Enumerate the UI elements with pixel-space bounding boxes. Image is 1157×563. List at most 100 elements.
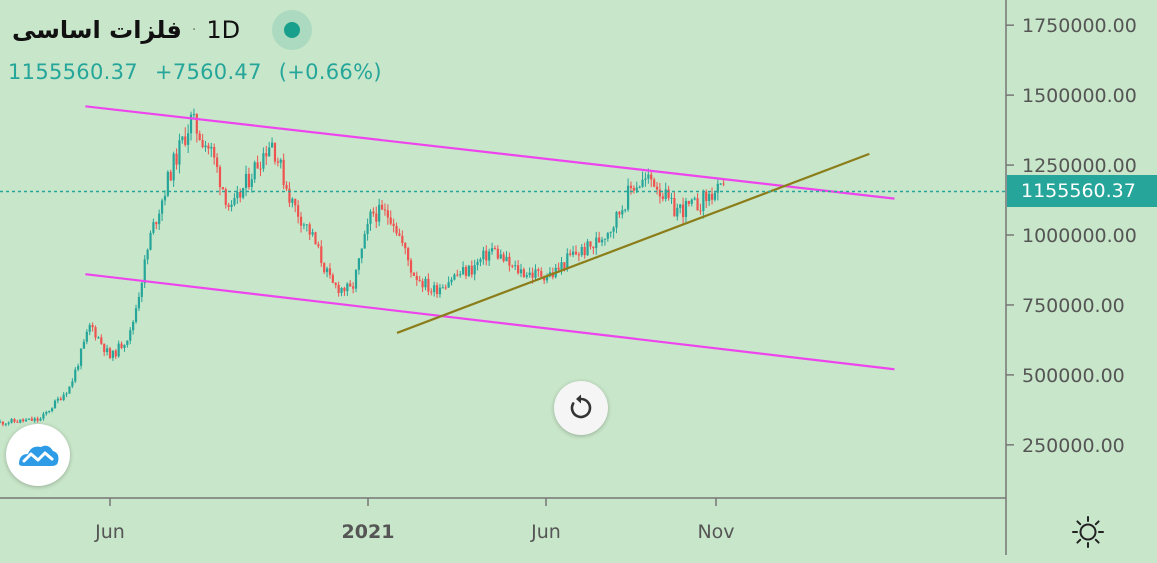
candle-body bbox=[224, 189, 227, 205]
candle-body bbox=[82, 341, 86, 349]
candle-body bbox=[282, 159, 285, 186]
candle-body bbox=[198, 133, 201, 141]
symbol-name[interactable]: فلزات اساسی bbox=[12, 16, 182, 44]
candle-body bbox=[337, 284, 340, 294]
candle-body bbox=[444, 287, 447, 289]
candle-body bbox=[207, 145, 210, 149]
candle-body bbox=[328, 268, 332, 276]
candle-body bbox=[641, 179, 644, 187]
candle-body bbox=[557, 267, 560, 270]
settings-button[interactable] bbox=[1066, 512, 1110, 552]
candle-body bbox=[10, 419, 13, 423]
tradingview-logo-icon bbox=[19, 445, 59, 466]
candle-body bbox=[346, 283, 349, 292]
candle-body bbox=[314, 232, 317, 245]
candle-body bbox=[508, 256, 511, 266]
candle-body bbox=[560, 262, 563, 270]
candle-body bbox=[242, 188, 245, 198]
header-separator: · bbox=[191, 22, 197, 38]
candle-body bbox=[325, 268, 329, 273]
last-price: 1155560.37 bbox=[8, 60, 138, 84]
candle-body bbox=[401, 235, 404, 244]
candle-body bbox=[187, 133, 190, 145]
candle-body bbox=[505, 256, 508, 262]
candle-body bbox=[19, 419, 22, 423]
candle-body bbox=[152, 222, 155, 233]
candle-body bbox=[716, 183, 719, 193]
candle-body bbox=[459, 274, 462, 276]
candle-body bbox=[409, 260, 413, 273]
candle-body bbox=[143, 259, 146, 283]
candle-body bbox=[71, 381, 74, 387]
y-tick-label: 500000.00 bbox=[1022, 365, 1125, 387]
candle-body bbox=[285, 185, 288, 189]
candle-body bbox=[430, 291, 433, 293]
candle-body bbox=[114, 350, 117, 357]
status-dot-icon bbox=[284, 22, 301, 38]
candle-body bbox=[111, 350, 114, 358]
candle-body bbox=[667, 189, 670, 199]
candle-body bbox=[45, 412, 48, 414]
candle-body bbox=[653, 179, 656, 187]
candle-body bbox=[146, 249, 149, 260]
candle-body bbox=[210, 146, 213, 149]
candle-body bbox=[525, 275, 528, 277]
candle-body bbox=[62, 394, 65, 401]
candle-body bbox=[268, 147, 271, 157]
x-tick-label: Jun bbox=[94, 521, 125, 543]
candle-body bbox=[288, 188, 291, 203]
candle-body bbox=[163, 195, 167, 201]
candle-body bbox=[53, 400, 57, 409]
candle-body bbox=[317, 244, 320, 247]
candle-body bbox=[473, 265, 476, 275]
quote-line: 1155560.37 +7560.47 (+0.66%) bbox=[8, 60, 392, 84]
candle-body bbox=[230, 204, 233, 207]
candle-body bbox=[705, 191, 708, 202]
y-axis: 1750000.00 1500000.00 1250000.00 1000000.00… bbox=[1006, 15, 1137, 457]
candle-body bbox=[172, 153, 175, 181]
candle-body bbox=[68, 386, 71, 394]
candle-body bbox=[27, 418, 31, 420]
candle-body bbox=[7, 422, 10, 424]
candle-body bbox=[661, 196, 664, 199]
candle-body bbox=[13, 419, 16, 422]
candle-body bbox=[586, 241, 589, 256]
candle-body bbox=[563, 262, 566, 269]
candle-body bbox=[155, 222, 158, 225]
reset-chart-button[interactable] bbox=[554, 381, 608, 435]
candle-body bbox=[710, 193, 714, 200]
candle-body bbox=[583, 246, 586, 256]
candle-body bbox=[256, 162, 259, 169]
candle-body bbox=[502, 254, 505, 262]
candle-body bbox=[493, 248, 497, 250]
candle-body bbox=[166, 171, 169, 196]
candle-body bbox=[323, 262, 326, 273]
candle-body bbox=[74, 369, 77, 382]
interval-label[interactable]: 1D bbox=[206, 16, 241, 44]
candle-body bbox=[94, 327, 97, 338]
candle-body bbox=[279, 159, 282, 163]
candle-body bbox=[719, 183, 722, 185]
candle-body bbox=[511, 265, 514, 267]
candle-body bbox=[299, 216, 303, 226]
candle-body bbox=[569, 253, 572, 255]
candle-body bbox=[647, 174, 650, 179]
candle-body bbox=[360, 248, 363, 259]
tradingview-logo-button[interactable] bbox=[6, 424, 70, 486]
candle-body bbox=[464, 267, 468, 276]
candle-body bbox=[42, 413, 45, 419]
candle-body bbox=[117, 343, 120, 357]
drawing-layer[interactable] bbox=[85, 105, 895, 371]
candle-body bbox=[244, 173, 248, 189]
candle-body bbox=[120, 343, 123, 348]
market-status-indicator[interactable] bbox=[272, 10, 313, 50]
candle-body bbox=[311, 232, 314, 235]
candle-body bbox=[574, 251, 578, 255]
candle-body bbox=[30, 418, 33, 421]
candle-body bbox=[140, 282, 143, 297]
candle-body bbox=[514, 265, 517, 267]
candle-body bbox=[213, 146, 216, 158]
candle-body bbox=[383, 209, 387, 211]
candle-body bbox=[629, 185, 633, 188]
